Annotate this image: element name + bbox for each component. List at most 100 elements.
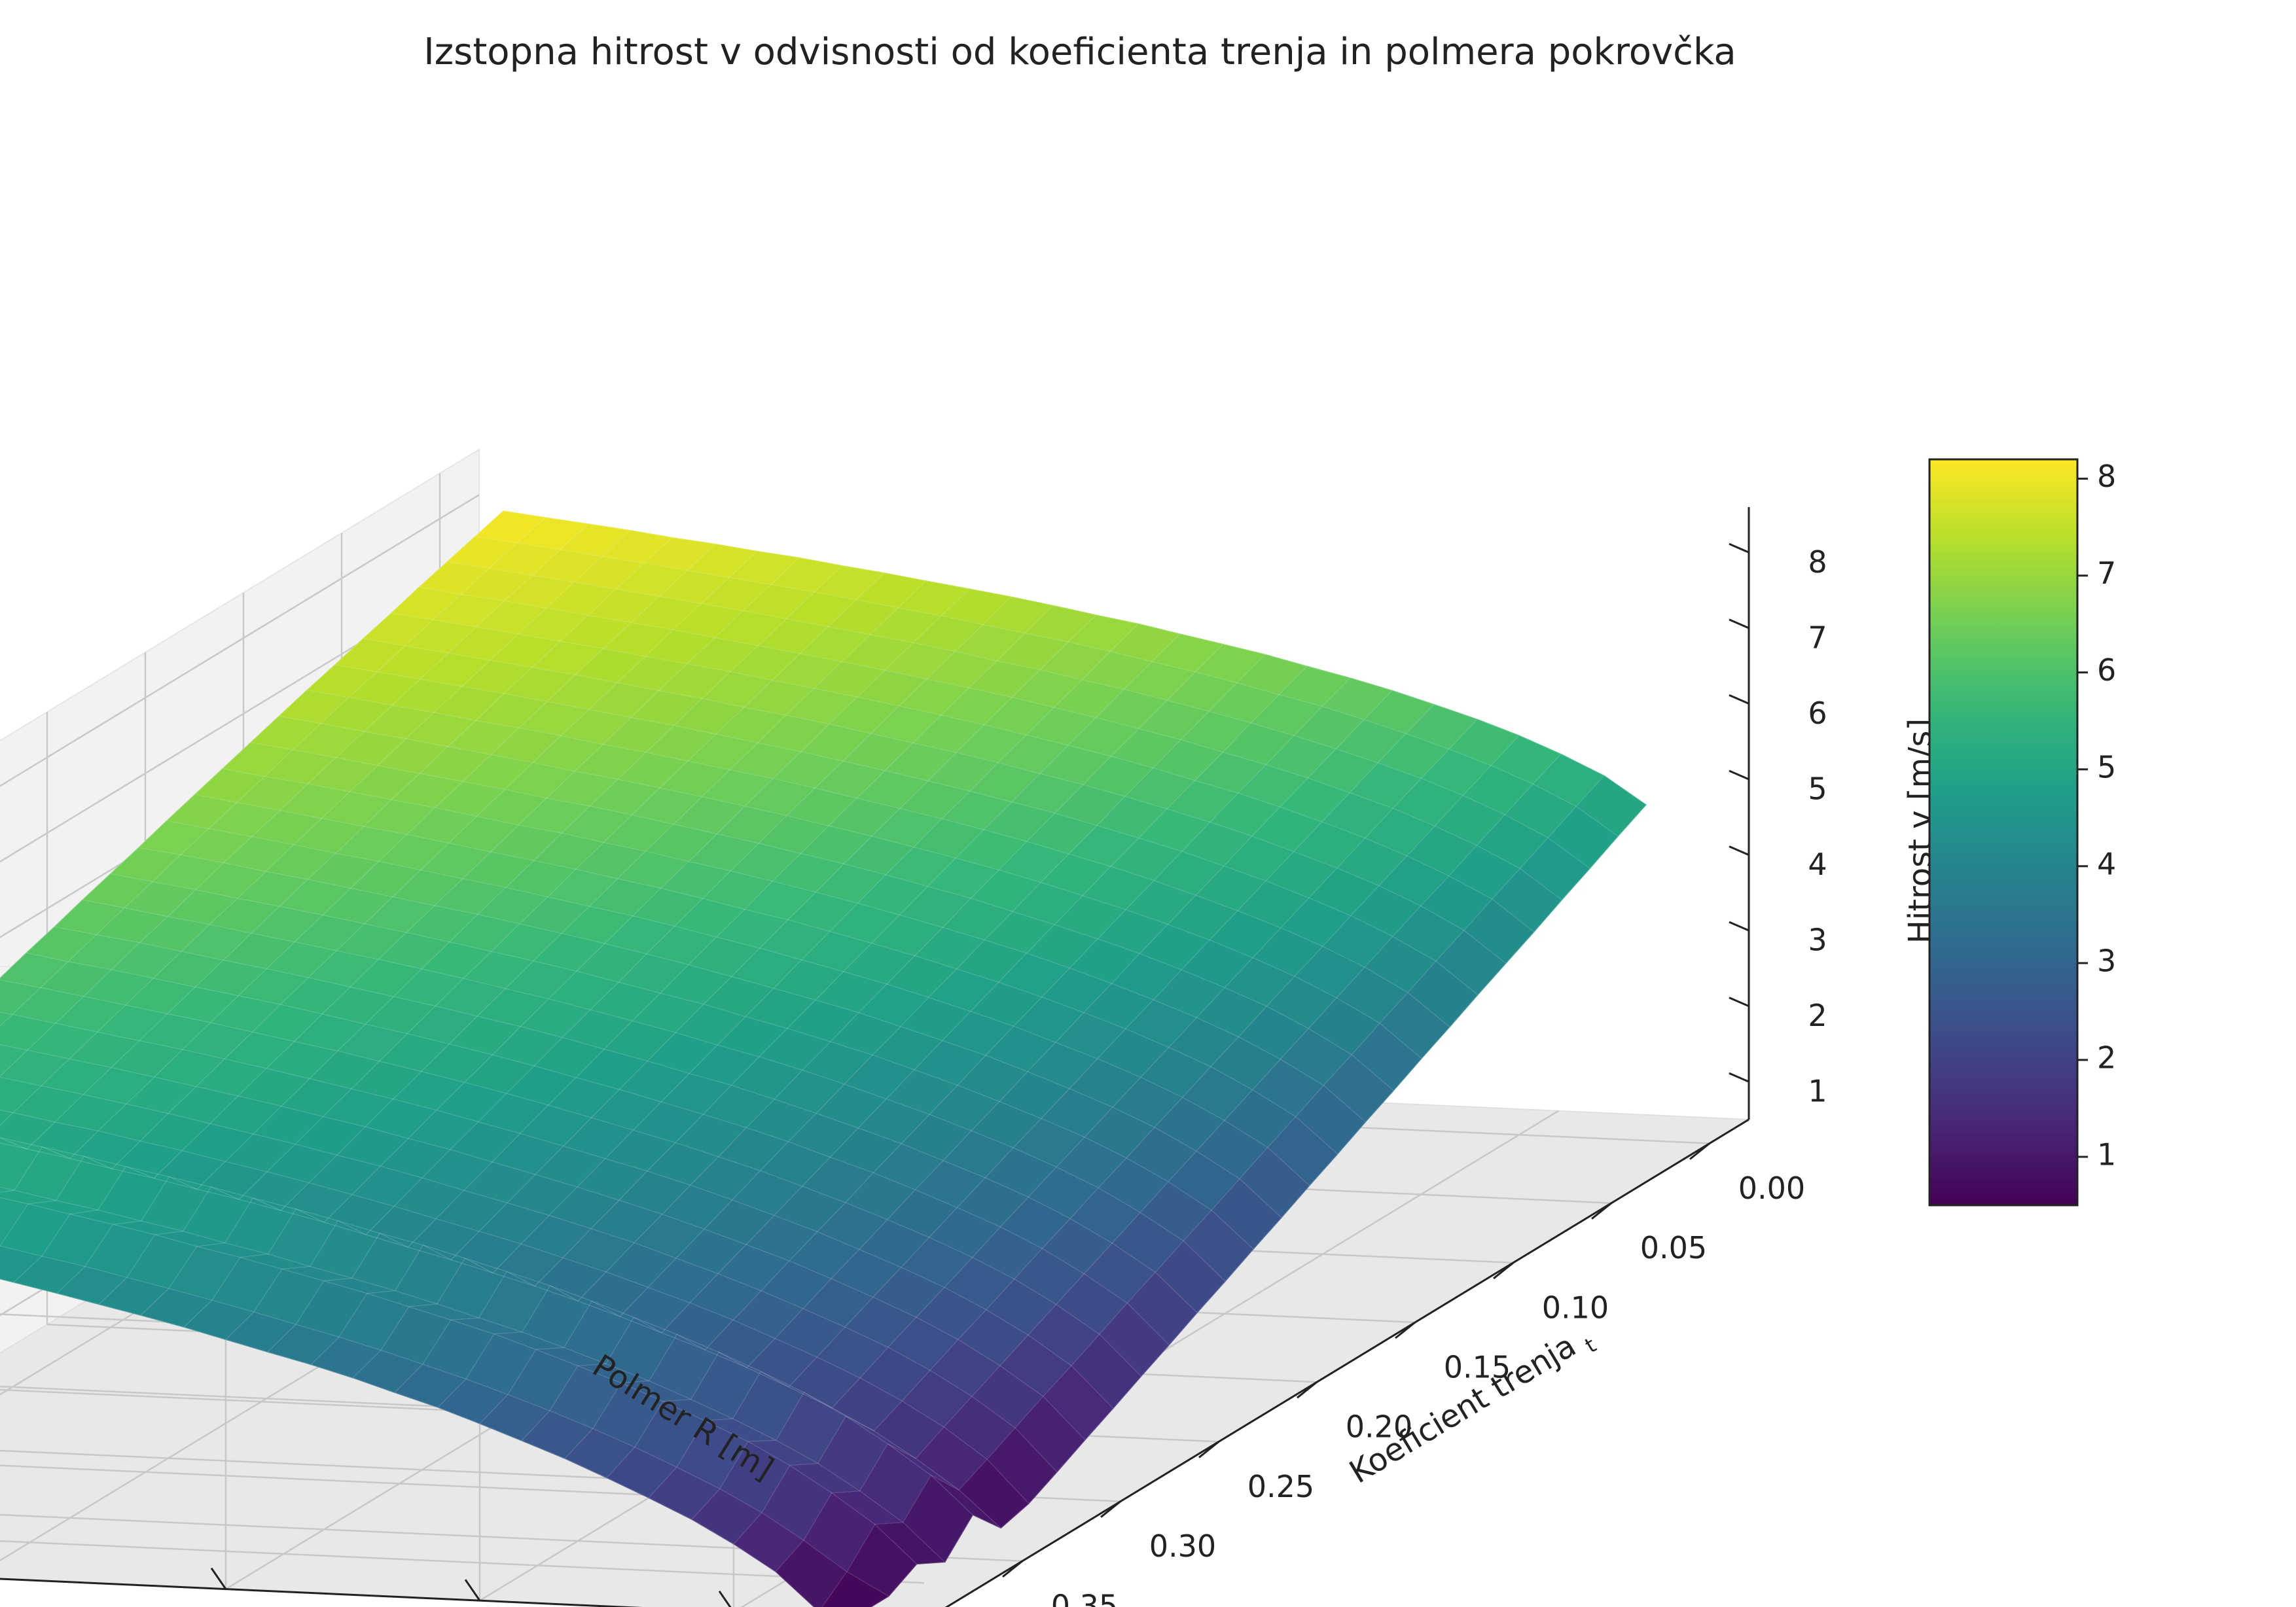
- mesh-line: [26, 952, 1170, 1345]
- y-tick-label: 0.10: [1542, 1290, 1609, 1325]
- tick-labels: 0.020.040.060.080.100.000.050.100.150.20…: [210, 542, 1827, 1607]
- y-tick-mark: [1297, 1381, 1318, 1399]
- z-tick-label: 8: [1808, 544, 1827, 580]
- mesh-line: [223, 768, 1366, 1123]
- y-tick-label: 0.35: [1051, 1588, 1118, 1607]
- mesh-line: [394, 633, 1181, 1393]
- mesh-line: [0, 523, 589, 1077]
- y-tick-label: 0.30: [1149, 1528, 1216, 1564]
- mesh-line: [267, 605, 1054, 1352]
- mesh-line: [56, 565, 843, 1294]
- mesh-line: [138, 847, 1282, 1218]
- mesh-line: [0, 517, 546, 1027]
- y-tick-label: 0.15: [1444, 1350, 1511, 1385]
- mesh-line: [648, 704, 1435, 1498]
- y-axis-label: Koeficient trenja t: [1343, 1318, 1600, 1495]
- mesh-line: [0, 980, 1142, 1377]
- axis-lines: [0, 507, 1750, 1607]
- mesh-line: [475, 536, 1619, 837]
- mesh-line: [0, 1076, 1058, 1473]
- mesh-line: [0, 1012, 1114, 1409]
- colorbar-tick-label: 7: [2097, 556, 2116, 591]
- colorbar-tick-label: 1: [2097, 1137, 2116, 1173]
- grid-line: [0, 569, 480, 863]
- mesh-line: [334, 664, 1479, 995]
- mesh-line: [310, 614, 1097, 1365]
- mesh-line: [98, 573, 885, 1305]
- mesh-line: [183, 588, 970, 1328]
- surface-mesh: [0, 510, 1647, 1607]
- chart-title: Izstopna hitrost v odvisnosti od koefici…: [423, 31, 1736, 73]
- x-axis-line: [0, 1578, 643, 1607]
- mesh-line: [821, 775, 1605, 1607]
- colorbar-tick-label: 3: [2097, 943, 2116, 978]
- mesh-line: [479, 654, 1266, 1424]
- x-tick-mark: [210, 1567, 227, 1590]
- surface-patch: [0, 1109, 14, 1126]
- mesh-line: [0, 530, 631, 1126]
- mesh-line: [0, 1245, 889, 1597]
- z-tick-label: 6: [1808, 696, 1827, 731]
- z-tick-mark: [1729, 1072, 1749, 1083]
- mesh-line: [447, 561, 1590, 869]
- mesh-line: [166, 820, 1310, 1186]
- surface-patch: [821, 1571, 890, 1607]
- mesh-line: [733, 735, 1520, 1545]
- mesh-line: [0, 510, 504, 979]
- y-tick-mark: [1002, 1560, 1023, 1578]
- z-tick-mark: [1729, 694, 1749, 705]
- y-tick-label: 0.20: [1346, 1409, 1412, 1445]
- y-tick-label: 0.25: [1247, 1469, 1314, 1504]
- y-tick-mark: [1198, 1441, 1219, 1458]
- mesh-line: [0, 1279, 815, 1607]
- surface-patch: [0, 1012, 14, 1027]
- mesh-line: [391, 612, 1535, 932]
- mesh-line: [140, 580, 927, 1316]
- colorbar-tick-label: 8: [2097, 459, 2116, 494]
- grid-line: [0, 494, 480, 787]
- colorbar: 1 2 3 4 5 6 7 8: [1928, 458, 2116, 1207]
- z-tick-mark: [1729, 997, 1749, 1008]
- mesh-line: [306, 690, 1450, 1027]
- mesh-line: [363, 638, 1507, 964]
- mesh-line: [521, 665, 1308, 1441]
- surface-patch: [0, 1186, 14, 1193]
- mesh-line: [0, 544, 716, 1193]
- grid-line: [0, 1540, 925, 1584]
- y-tick-mark: [1100, 1500, 1121, 1518]
- z-tick-mark: [1729, 542, 1749, 554]
- y-tick-label: 0.00: [1738, 1171, 1805, 1206]
- mesh-line: [225, 596, 1012, 1340]
- mesh-line: [194, 794, 1338, 1155]
- mesh-line: [0, 1142, 1001, 1528]
- mesh-line: [54, 926, 1198, 1313]
- x-tick-mark: [718, 1590, 732, 1607]
- z-tick-mark: [1729, 845, 1749, 856]
- mesh-line: [0, 1197, 918, 1564]
- mesh-line: [691, 718, 1478, 1520]
- z-tick-label: 5: [1808, 771, 1827, 807]
- y-tick-mark: [1493, 1262, 1514, 1280]
- y-tick-label: 0.05: [1640, 1230, 1707, 1265]
- colorbar-gradient: [1928, 458, 2079, 1207]
- colorbar-tick-label: 4: [2097, 846, 2116, 881]
- mesh-line: [775, 754, 1562, 1572]
- mesh-line: [0, 551, 758, 1246]
- z-tick-label: 1: [1808, 1074, 1827, 1109]
- mesh-line: [606, 690, 1393, 1479]
- mesh-line: [419, 586, 1562, 900]
- mesh-line: [110, 873, 1254, 1250]
- mesh-line: [0, 1044, 1086, 1441]
- mesh-line: [0, 537, 673, 1150]
- colorbar-tick-label: 5: [2097, 749, 2116, 785]
- mesh-line: [564, 677, 1351, 1459]
- mesh-line: [0, 1109, 1030, 1504]
- mesh-line: [437, 644, 1224, 1408]
- z-tick-label: 3: [1808, 923, 1827, 958]
- mesh-line: [82, 899, 1226, 1282]
- y-tick-mark: [1395, 1321, 1416, 1339]
- colorbar-tick-label: 6: [2097, 652, 2116, 688]
- z-tick-mark: [1729, 618, 1749, 629]
- mesh-line: [0, 1137, 973, 1515]
